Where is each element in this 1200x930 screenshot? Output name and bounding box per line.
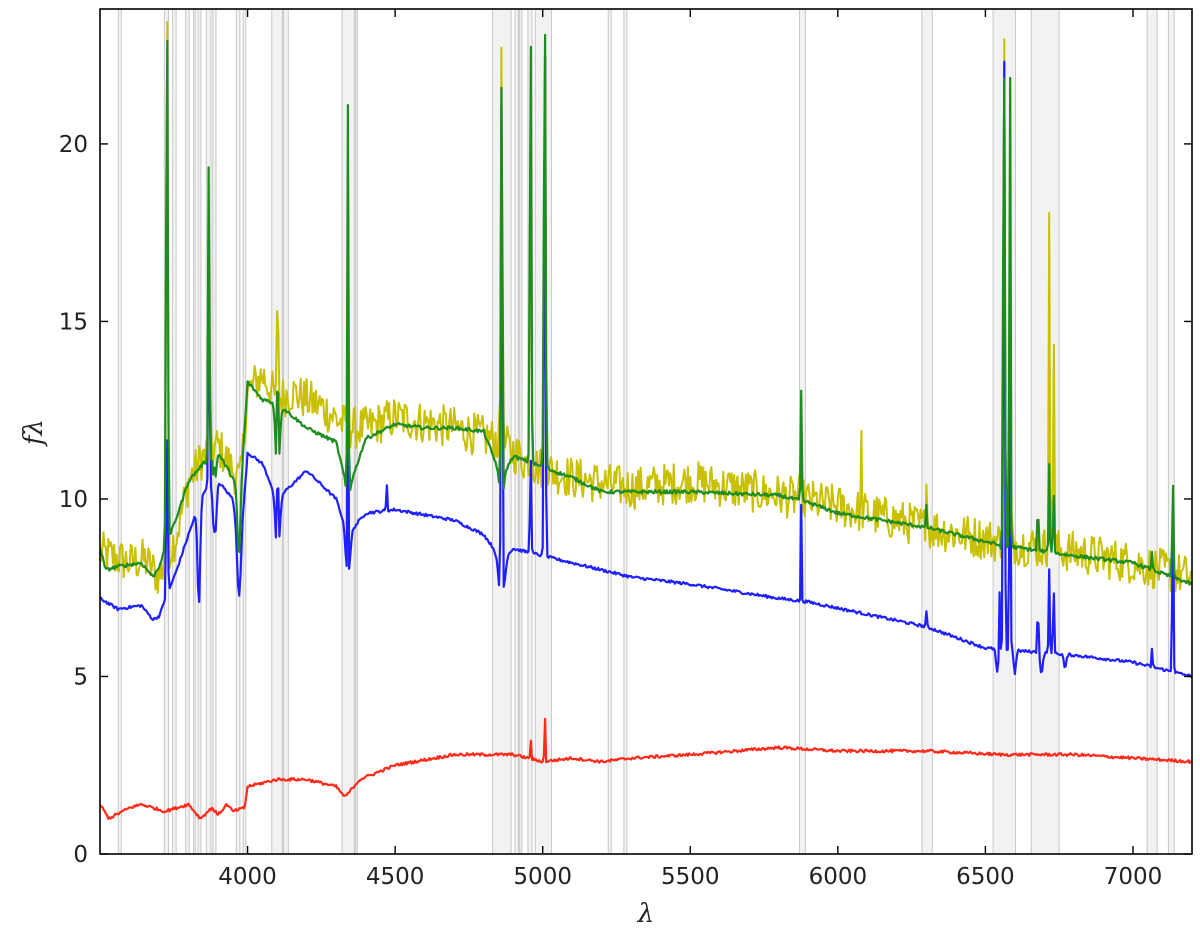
- y-axis-label: fλ: [19, 419, 49, 447]
- axis-ticks: 4000 4500 5000 5500 6000 6500 7000 0 5 10 15 20: [59, 9, 1192, 890]
- x-tick-label: 4000: [218, 864, 277, 890]
- y-tick-label: 20: [59, 132, 88, 158]
- masked-band: [607, 8, 612, 855]
- x-tick-label: 5500: [661, 864, 720, 890]
- series-lines: [100, 20, 1192, 820]
- plot-frame: [99, 8, 1193, 855]
- spectrum-series-4: [100, 717, 1192, 820]
- masked-band: [172, 8, 177, 855]
- masked-band: [1146, 8, 1158, 855]
- x-tick-label: 7000: [1104, 864, 1163, 890]
- x-tick-label: 4500: [366, 864, 425, 890]
- y-tick-label: 10: [59, 487, 88, 513]
- masked-band: [193, 8, 196, 855]
- x-axis-label: λ: [637, 899, 654, 929]
- masked-band: [623, 8, 628, 855]
- masked-band: [519, 8, 523, 855]
- masked-band: [283, 8, 289, 855]
- masked-band: [921, 8, 933, 855]
- masked-band: [212, 8, 217, 855]
- x-tick-label: 6500: [956, 864, 1015, 890]
- masked-band: [117, 8, 122, 855]
- masked-band: [197, 8, 202, 855]
- spectrum-series-2: [100, 55, 1192, 679]
- masked-band: [235, 8, 241, 855]
- x-tick-label: 5000: [513, 864, 572, 890]
- masked-band: [1167, 8, 1175, 855]
- masked-band: [514, 8, 520, 855]
- spectrum-series-3: [100, 33, 1192, 586]
- x-tick-label: 6000: [809, 864, 868, 890]
- y-tick-label: 5: [73, 664, 88, 690]
- masked-band: [185, 8, 190, 855]
- y-tick-label: 0: [73, 842, 88, 868]
- y-tick-label: 15: [59, 309, 88, 335]
- spectrum-series-1: [100, 20, 1192, 594]
